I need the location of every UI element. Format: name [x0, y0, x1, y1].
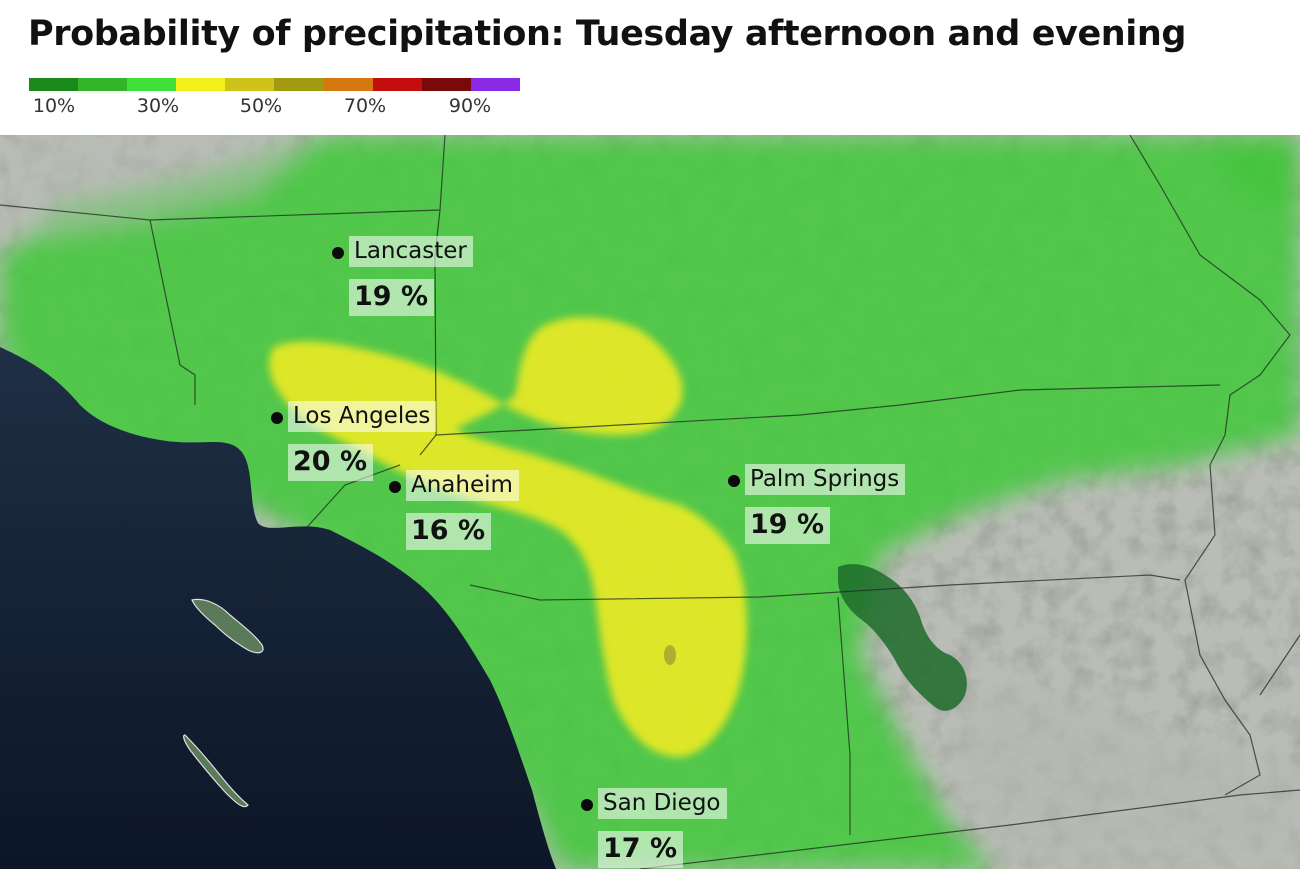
legend-tick-label: 70%	[343, 95, 387, 117]
precipitation-map[interactable]: Lancaster 19 % Los Angeles 20 % Anaheim …	[0, 135, 1300, 869]
city-dot	[728, 475, 740, 487]
city-probability: 19 %	[349, 279, 435, 316]
san-clemente-island	[183, 734, 249, 808]
boundary-lines	[0, 135, 1300, 869]
map-title: Probability of precipitation: Tuesday af…	[28, 14, 1187, 54]
city-name: Lancaster	[349, 236, 473, 267]
ocean	[0, 347, 556, 869]
legend-tick-label: 90%	[448, 95, 492, 117]
city-probability: 16 %	[406, 513, 492, 550]
precipitation-legend: 10% 30% 50% 70% 90%	[29, 78, 520, 118]
city-dot	[332, 247, 344, 259]
legend-swatch	[470, 78, 520, 91]
city-dot	[271, 412, 283, 424]
city-name: San Diego	[598, 788, 727, 819]
map-canvas	[0, 135, 1300, 869]
city-probability: 19 %	[745, 507, 831, 544]
city-name: Anaheim	[406, 470, 519, 501]
city-dot	[581, 799, 593, 811]
legend-tick-label: 10%	[32, 95, 76, 117]
city-probability: 17 %	[598, 831, 684, 868]
precip-dark-green-zone	[838, 564, 967, 711]
legend-color-scale	[29, 78, 520, 91]
city-dot	[389, 481, 401, 493]
legend-swatch	[176, 78, 226, 91]
legend-swatch	[29, 78, 79, 91]
legend-swatch	[323, 78, 373, 91]
legend-swatch	[78, 78, 128, 91]
catalina-island	[191, 598, 264, 654]
city-name: Palm Springs	[745, 464, 906, 495]
city-name: Los Angeles	[288, 401, 437, 432]
legend-swatch	[274, 78, 324, 91]
legend-tick-label: 50%	[239, 95, 283, 117]
legend-swatch	[372, 78, 422, 91]
legend-tick-label: 30%	[136, 95, 180, 117]
legend-swatch	[225, 78, 275, 91]
city-probability: 20 %	[288, 444, 374, 481]
legend-swatch	[127, 78, 177, 91]
legend-swatch	[421, 78, 471, 91]
